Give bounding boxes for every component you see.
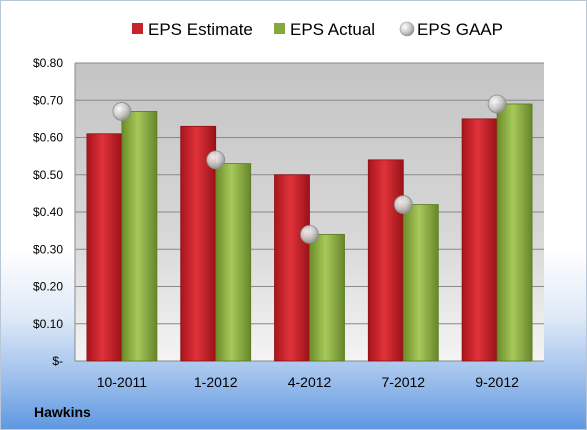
legend-label: EPS Estimate [148,20,253,39]
bar-eps-estimate [461,118,498,362]
y-tick-label: $0.40 [33,205,63,219]
legend-eps-actual: EPS Actual [274,20,375,39]
y-tick-label: $0.30 [33,242,63,256]
x-tick-label: 1-2012 [194,374,238,390]
point-eps-gaap [300,224,319,244]
bar-eps-actual [496,103,533,362]
company-name: Hawkins [34,404,91,420]
point-eps-gaap [487,94,507,114]
legend: EPS Estimate EPS Actual EPS GAAP [132,20,503,39]
y-tick-label: $0.60 [33,131,63,145]
bar-eps-actual [215,163,252,362]
point-eps-gaap [393,195,413,214]
bar-eps-actual [309,233,345,362]
legend-eps-estimate: EPS Estimate [132,20,253,39]
y-tick-label: $0.20 [33,280,63,294]
point-eps-gaap [206,150,226,170]
legend-marker [274,23,285,34]
point-eps-gaap [112,102,132,121]
bars [86,103,533,362]
legend-marker [399,21,415,37]
bar-eps-estimate [367,159,404,362]
y-tick-label: $0.50 [33,168,63,182]
gaap-points [112,94,507,244]
y-tick-label: $0.10 [33,317,63,331]
legend-label: EPS GAAP [417,20,503,39]
x-tick-label: 7-2012 [382,374,426,390]
legend-marker [132,23,143,34]
x-tick-label: 9-2012 [475,374,519,390]
legend-label: EPS Actual [290,20,375,39]
legend-eps-gaap: EPS GAAP [399,20,503,39]
x-tick-label: 10-2011 [97,374,148,390]
bar-eps-actual [402,204,439,362]
bar-eps-estimate [86,133,123,362]
y-tick-label: $0.70 [33,93,63,107]
bar-eps-estimate [274,174,310,362]
bar-eps-actual [121,111,158,362]
x-axis-ticks: 10-2011 1-2012 4-2012 7-2012 9-2012 [97,374,519,390]
x-tick-label: 4-2012 [288,374,332,390]
y-tick-label: $- [52,354,63,368]
y-tick-label: $0.80 [33,56,63,70]
y-axis-ticks: $- $0.10 $0.20 $0.30 $0.40 $0.50 $0.60 $0.70 $0.… [33,56,63,368]
